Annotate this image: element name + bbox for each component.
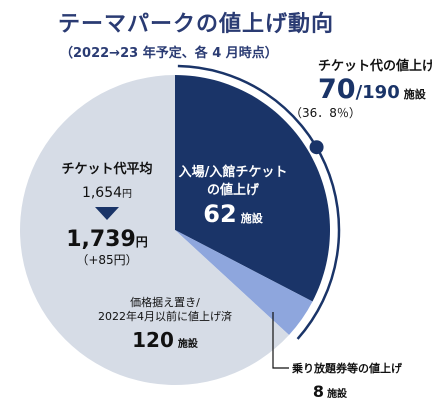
callout-unit: 施設 [404, 87, 427, 101]
slice-value-fixed-line: 120 施設 [132, 328, 199, 352]
slice-unit-ticket: 施設 [241, 211, 264, 225]
callout-value: 70 [318, 74, 356, 105]
average-before-unit: 円 [122, 189, 132, 200]
slice-label-pass: 乗り放題券等の値上げ [292, 361, 403, 375]
callout-arc [177, 64, 341, 340]
slice-label-fixed-line1: 価格据え置き/ [130, 295, 200, 309]
pie-slice-fixed [20, 75, 290, 385]
average-change: （+85円） [76, 253, 137, 267]
slice-value-ticket-line: 62 施設 [203, 200, 263, 228]
slice-value-pass-line: 8 施設 [313, 382, 348, 401]
slice-label-ticket-line1: 入場/入館チケット [179, 164, 288, 180]
callout-percent: （36．8％） [290, 106, 361, 120]
down-arrow-icon [95, 207, 119, 220]
slice-unit-fixed: 施設 [178, 337, 199, 350]
slice-value-ticket: 62 [203, 200, 236, 228]
average-after-unit: 円 [136, 235, 148, 249]
chart-subtitle: （2022→23 年予定、各 4 月時点） [60, 46, 278, 61]
average-after-line: 1,739円 [66, 227, 148, 252]
slice-label-fixed-line2: 2022年4月以前に値上げ済 [98, 309, 232, 323]
pie-slice-ticket [175, 74, 331, 302]
slice-value-pass: 8 [313, 382, 324, 401]
callout-value-line: 70/190 施設 [318, 74, 427, 105]
chart-title: テーマパークの値上げ動向 [58, 12, 335, 37]
slice-unit-pass: 施設 [327, 387, 348, 400]
pie-slice-pass [175, 230, 313, 335]
slice-value-fixed: 120 [132, 328, 174, 352]
average-before-line: 1,654円 [82, 185, 132, 201]
average-before: 1,654 [82, 185, 122, 201]
callout-dot [309, 140, 324, 155]
average-after: 1,739 [66, 227, 136, 252]
callout-label: チケット代の値上げ [318, 58, 432, 74]
average-label: チケット代平均 [61, 161, 152, 177]
slice-label-ticket-line2: の値上げ [207, 182, 260, 198]
callout-total: /190 [356, 82, 400, 103]
leader-line-pass [272, 312, 289, 369]
